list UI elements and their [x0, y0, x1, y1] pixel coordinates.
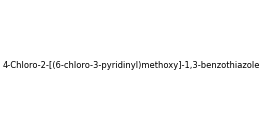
Text: 4-Chloro-2-[(6-chloro-3-pyridinyl)methoxy]-1,3-benzothiazole: 4-Chloro-2-[(6-chloro-3-pyridinyl)methox…	[3, 60, 260, 70]
